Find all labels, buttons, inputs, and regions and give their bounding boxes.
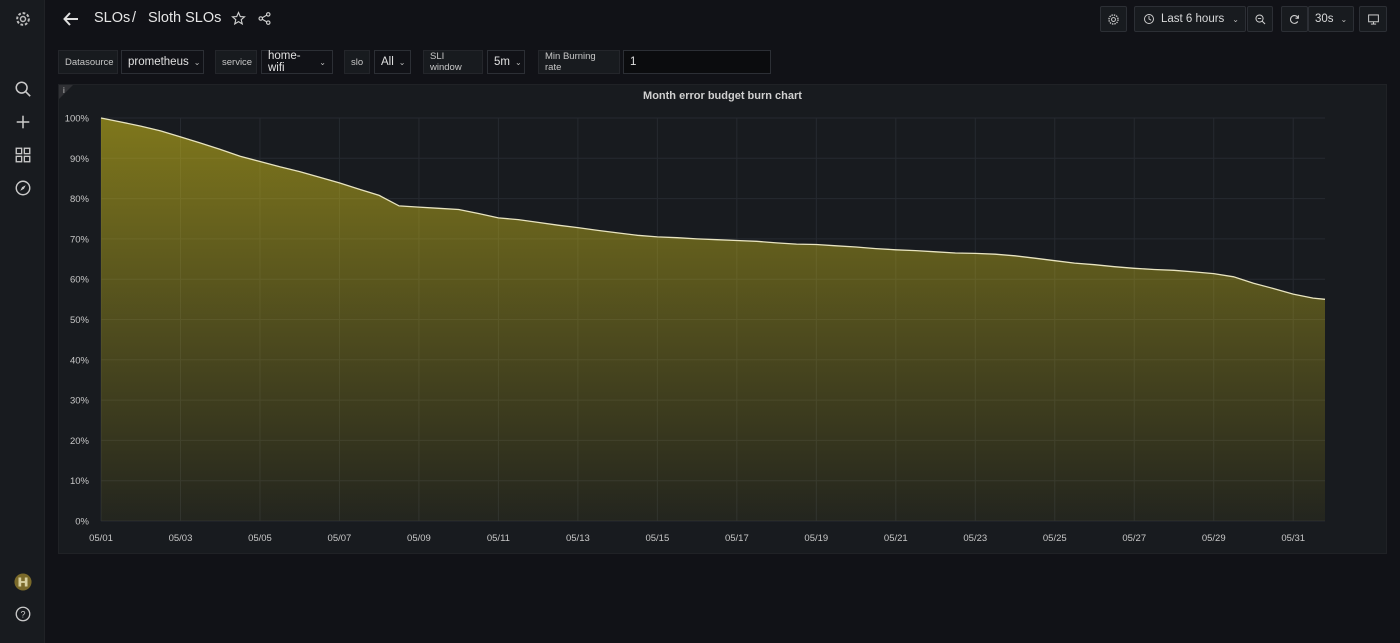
refresh-button[interactable] xyxy=(1281,6,1308,32)
tv-mode-button[interactable] xyxy=(1359,6,1387,32)
x-tick-label: 05/25 xyxy=(1043,533,1067,544)
panel-info-corner[interactable] xyxy=(59,85,73,99)
x-tick-label: 05/07 xyxy=(328,533,352,544)
y-tick-label: 10% xyxy=(70,476,90,487)
zoom-out-button[interactable] xyxy=(1247,6,1273,32)
user-avatar-icon[interactable] xyxy=(0,565,45,599)
breadcrumb-separator: / xyxy=(132,10,137,26)
gear-icon xyxy=(1108,13,1119,25)
sidebar: ? xyxy=(0,0,45,643)
x-tick-label: 05/21 xyxy=(884,533,908,544)
x-tick-label: 05/27 xyxy=(1122,533,1146,544)
share-icon[interactable] xyxy=(254,8,274,28)
search-icon[interactable] xyxy=(0,72,45,106)
chevron-down-icon: ⌄ xyxy=(319,57,326,67)
y-tick-label: 100% xyxy=(65,114,90,125)
time-range-picker[interactable]: Last 6 hours ⌄ xyxy=(1134,6,1246,32)
refresh-interval-picker[interactable]: 30s ⌄ xyxy=(1308,6,1354,32)
y-tick-label: 40% xyxy=(70,355,90,366)
variable-label-datasource: Datasource xyxy=(58,50,118,74)
refresh-icon xyxy=(1289,14,1299,24)
x-tick-label: 05/23 xyxy=(963,533,987,544)
refresh-interval-label: 30s xyxy=(1315,13,1334,25)
variable-label-slo: slo xyxy=(344,50,370,74)
y-tick-label: 20% xyxy=(70,436,90,447)
explore-compass-icon[interactable] xyxy=(0,171,45,205)
x-tick-label: 05/11 xyxy=(487,533,510,544)
top-navbar: SLOs / Sloth SLOs Last 6 hours ⌄ 30s ⌄ xyxy=(45,0,1400,38)
x-tick-label: 05/17 xyxy=(725,533,749,544)
chevron-down-icon: ⌄ xyxy=(514,57,522,67)
chevron-down-icon: ⌄ xyxy=(193,57,201,67)
x-tick-label: 05/29 xyxy=(1202,533,1226,544)
grafana-logo-icon-svg xyxy=(15,12,30,26)
breadcrumb-folder[interactable]: SLOs xyxy=(94,10,131,26)
x-tick-label: 05/15 xyxy=(645,533,669,544)
grafana-logo-icon[interactable] xyxy=(0,2,45,36)
svg-text:?: ? xyxy=(20,610,25,620)
variable-value-slo: All xyxy=(381,56,394,68)
x-tick-label: 05/09 xyxy=(407,533,431,544)
variable-select-datasource[interactable]: prometheus ⌄ xyxy=(121,50,204,74)
burn-chart: 0% 10% 20% 30% 40% 50% 60% 70% 80% 90% 100% 05/01 05… xyxy=(65,114,1326,544)
back-arrow-icon[interactable] xyxy=(61,9,81,29)
variable-select-service[interactable]: home-wifi ⌄ xyxy=(261,50,333,74)
variable-label-sli-window: SLI window xyxy=(423,50,483,74)
x-tick-label: 05/05 xyxy=(248,533,272,544)
variable-label-service: service xyxy=(215,50,257,74)
y-tick-label: 80% xyxy=(70,194,90,205)
burn-chart-panel: i Month error budget burn chart 0% 10% 20%… xyxy=(58,84,1387,554)
x-tick-label: 05/31 xyxy=(1281,533,1305,544)
clock-icon xyxy=(1144,14,1154,24)
x-tick-label: 05/19 xyxy=(804,533,828,544)
time-range-label: Last 6 hours xyxy=(1161,13,1225,25)
series-line xyxy=(100,117,1326,300)
series-area xyxy=(101,118,1325,521)
variable-value-sli-window: 5m xyxy=(494,56,510,68)
create-plus-icon[interactable] xyxy=(0,105,45,139)
variable-value-datasource: prometheus xyxy=(128,56,189,68)
zoom-out-icon xyxy=(1254,13,1265,24)
variable-select-sli-window[interactable]: 5m ⌄ xyxy=(487,50,525,74)
x-tick-label: 05/01 xyxy=(89,533,113,544)
variable-input-min-burning-rate[interactable]: 1 xyxy=(623,50,771,74)
y-tick-label: 50% xyxy=(70,315,90,326)
panel-title[interactable]: Month error budget burn chart xyxy=(643,90,802,102)
chevron-down-icon: ⌄ xyxy=(398,57,406,67)
chevron-down-icon: ⌄ xyxy=(1232,14,1239,24)
x-tick-label: 05/13 xyxy=(566,533,590,544)
variable-value-service: home-wifi xyxy=(268,50,301,74)
variable-select-slo[interactable]: All ⌄ xyxy=(374,50,411,74)
y-tick-label: 30% xyxy=(70,396,90,407)
dashboards-grid-icon[interactable] xyxy=(0,138,45,172)
dashboard-title[interactable]: Sloth SLOs xyxy=(148,10,222,26)
info-icon[interactable]: i xyxy=(63,86,65,95)
y-tick-label: 0% xyxy=(75,517,89,528)
monitor-icon xyxy=(1367,13,1379,25)
y-tick-label: 70% xyxy=(70,234,90,245)
x-tick-label: 05/03 xyxy=(169,533,193,544)
variable-label-min-burning-rate: Min Burning rate xyxy=(538,50,620,74)
dashboard-settings-button[interactable] xyxy=(1100,6,1127,32)
y-tick-label: 60% xyxy=(70,275,90,286)
y-tick-label: 90% xyxy=(70,154,90,165)
help-icon[interactable]: ? xyxy=(0,597,45,631)
chevron-down-icon: ⌄ xyxy=(1340,14,1348,24)
star-icon[interactable] xyxy=(228,8,248,28)
